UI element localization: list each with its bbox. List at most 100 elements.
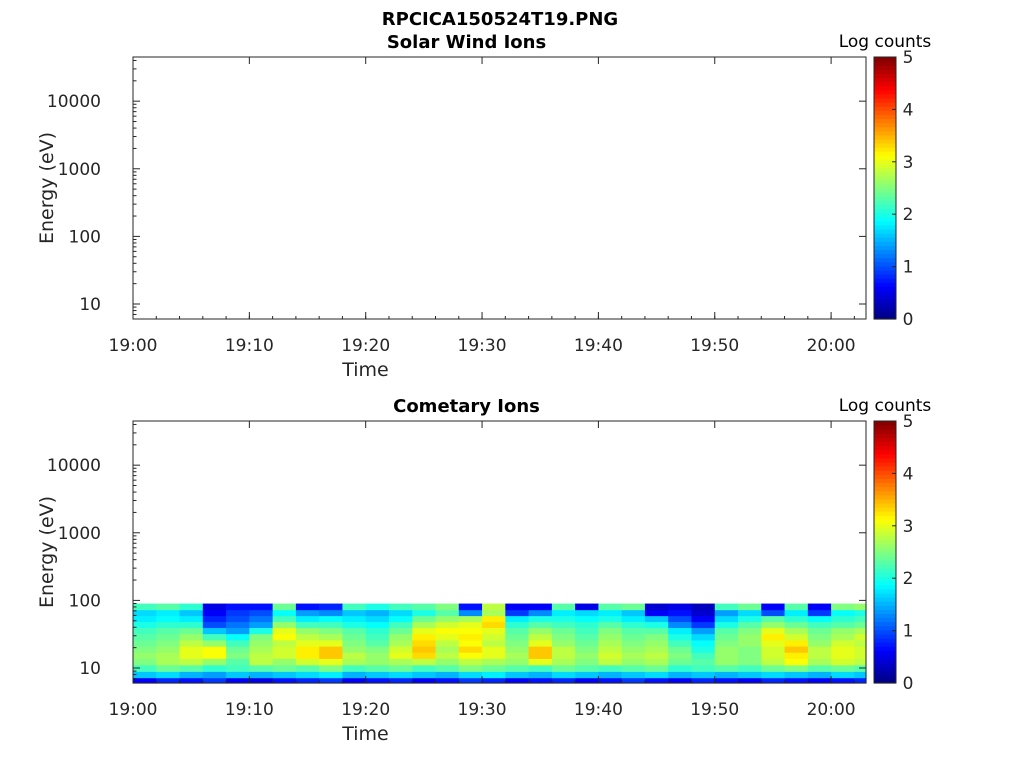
x-tick-label: 19:20 (341, 336, 390, 356)
heatmap-cell (133, 621, 157, 629)
colorbar-segment (874, 171, 896, 177)
heatmap-cell (784, 658, 809, 666)
heatmap-cell (691, 627, 716, 635)
colorbar-segment (874, 233, 896, 238)
heatmap-cell (388, 658, 413, 666)
heatmap-cell (319, 639, 344, 647)
colorbar-segment (874, 637, 896, 643)
colorbar-segment (874, 445, 896, 451)
heatmap-cell (202, 652, 227, 659)
heatmap-cell (644, 664, 669, 672)
heatmap-cell (714, 664, 739, 672)
heatmap-cell (831, 658, 855, 666)
heatmap-cell (179, 664, 204, 672)
colorbar-segment (874, 216, 896, 222)
heatmap-cell (807, 671, 832, 679)
heatmap-cell (691, 639, 716, 647)
heatmap-cell (179, 677, 204, 684)
colorbar-tick-label: 4 (903, 464, 914, 484)
colorbar-segment (874, 564, 896, 569)
heatmap-cell (575, 658, 599, 666)
heatmap-cell (621, 646, 646, 653)
colorbar-tick-label: 5 (903, 412, 914, 432)
heatmap-cell (272, 652, 297, 659)
heatmap-cell (714, 639, 739, 647)
heatmap-cell (412, 627, 437, 635)
colorbar-segment (874, 494, 896, 500)
colorbar-segment (874, 134, 896, 140)
heatmap-cell (668, 639, 693, 647)
heatmap-cell (319, 671, 344, 679)
colorbar-tick-label: 1 (903, 622, 914, 642)
colorbar-segment (874, 106, 896, 111)
heatmap-cell (505, 621, 530, 629)
colorbar-segment (874, 617, 896, 623)
colorbar-frame (873, 420, 897, 684)
y-axis-label: Energy (eV) (36, 496, 58, 608)
heatmap-cell (458, 664, 483, 672)
heatmap-cell (435, 652, 460, 659)
colorbar-segment (874, 57, 896, 62)
heatmap-cell (226, 609, 250, 617)
x-tick-label: 19:50 (690, 336, 739, 356)
heatmap-cell (342, 664, 367, 672)
heatmap-cell (598, 652, 623, 659)
colorbar-segment (874, 138, 896, 144)
heatmap-cell (272, 633, 297, 641)
heatmap-cell (831, 621, 855, 629)
heatmap-cell (319, 677, 344, 684)
heatmap-cell (482, 652, 506, 659)
colorbar-segment (874, 576, 896, 582)
heatmap-cell (295, 615, 320, 623)
heatmap-cell (295, 677, 320, 684)
heatmap-cell (156, 671, 181, 679)
heatmap-cell (388, 639, 413, 647)
heatmap-cell (388, 615, 413, 623)
heatmap-cell (202, 671, 227, 679)
colorbar-segment (874, 547, 896, 553)
panel-solar-wind-ions: Solar Wind Ions 19:00 19:10 19:20 19:30 19:40… (36, 32, 931, 381)
heatmap-cell (412, 664, 437, 672)
colorbar-segment (874, 601, 896, 606)
heatmap-cell (784, 677, 809, 684)
colorbar-segment (874, 552, 896, 557)
heatmap-cell (342, 615, 367, 623)
heatmap-cell (854, 621, 867, 629)
colorbar-segment (874, 560, 896, 565)
heatmap-cell (831, 671, 855, 679)
colorbar-segment (874, 200, 896, 205)
colorbar-segment (874, 249, 896, 255)
heatmap-cell (226, 603, 250, 611)
colorbar-frame (873, 56, 897, 320)
heatmap-cell (714, 671, 739, 679)
x-tick-label: 20:00 (807, 336, 856, 356)
heatmap-cell (249, 664, 274, 672)
colorbar-segment (874, 498, 896, 504)
heatmap-cell (226, 627, 250, 635)
heatmap-cell (482, 671, 506, 679)
heatmap-cell (784, 639, 809, 647)
heatmap-cell (854, 677, 867, 684)
heatmap-cell (272, 609, 297, 617)
heatmap-cell (691, 664, 716, 672)
heatmap-cell (342, 633, 367, 641)
heatmap-cell (738, 627, 762, 635)
heatmap-cell (319, 652, 344, 659)
heatmap-cell (738, 609, 762, 617)
heatmap-cell (342, 652, 367, 659)
heatmap-cell (854, 652, 867, 659)
heatmap-cell (249, 677, 274, 684)
heatmap-cell (761, 664, 786, 672)
heatmap-cell (272, 615, 297, 623)
colorbar-segment (874, 245, 896, 250)
heatmap-cell (784, 671, 809, 679)
colorbar-segment (874, 81, 896, 87)
colorbar-segment (874, 482, 896, 488)
heatmap-cell (598, 627, 623, 635)
heatmap-cell (691, 621, 716, 629)
heatmap-cell (458, 639, 483, 647)
heatmap-cell (435, 677, 460, 684)
colorbar-segment (874, 466, 896, 471)
heatmap-cell (644, 646, 669, 653)
